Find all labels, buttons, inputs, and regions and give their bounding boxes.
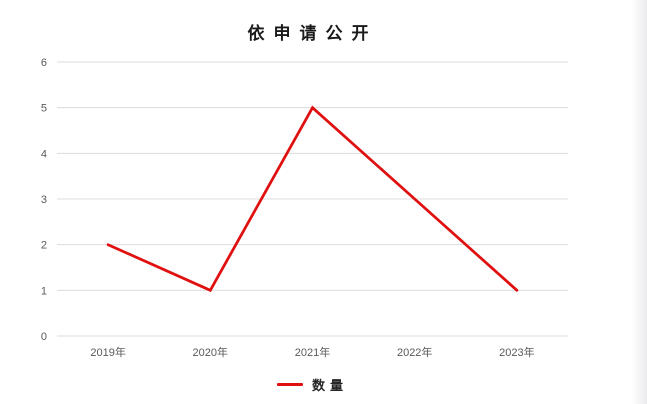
y-tick-label-0: 0: [41, 331, 47, 343]
x-tick-label-2: 2020年: [193, 345, 228, 359]
data-line-数量: [106, 105, 519, 293]
legend-series-label: 数量: [311, 378, 348, 394]
legend: 数量: [0, 374, 625, 394]
y-tick-label-6: 6: [41, 57, 47, 69]
x-tick-label-1: 2019年: [90, 345, 125, 359]
x-tick-label-4: 2022年: [397, 345, 432, 359]
y-tick-label-5: 5: [41, 103, 47, 115]
y-tick-label-1: 1: [41, 285, 47, 297]
chart-title: 依申请公开: [247, 24, 378, 44]
legend-line-marker: [276, 382, 303, 386]
y-tick-label-3: 3: [41, 194, 47, 206]
y-tick-label-4: 4: [41, 148, 47, 160]
x-tick-label-3: 2021年: [295, 345, 330, 359]
y-tick-label-2: 2: [41, 240, 47, 252]
x-tick-label-5: 2023年: [499, 345, 534, 359]
